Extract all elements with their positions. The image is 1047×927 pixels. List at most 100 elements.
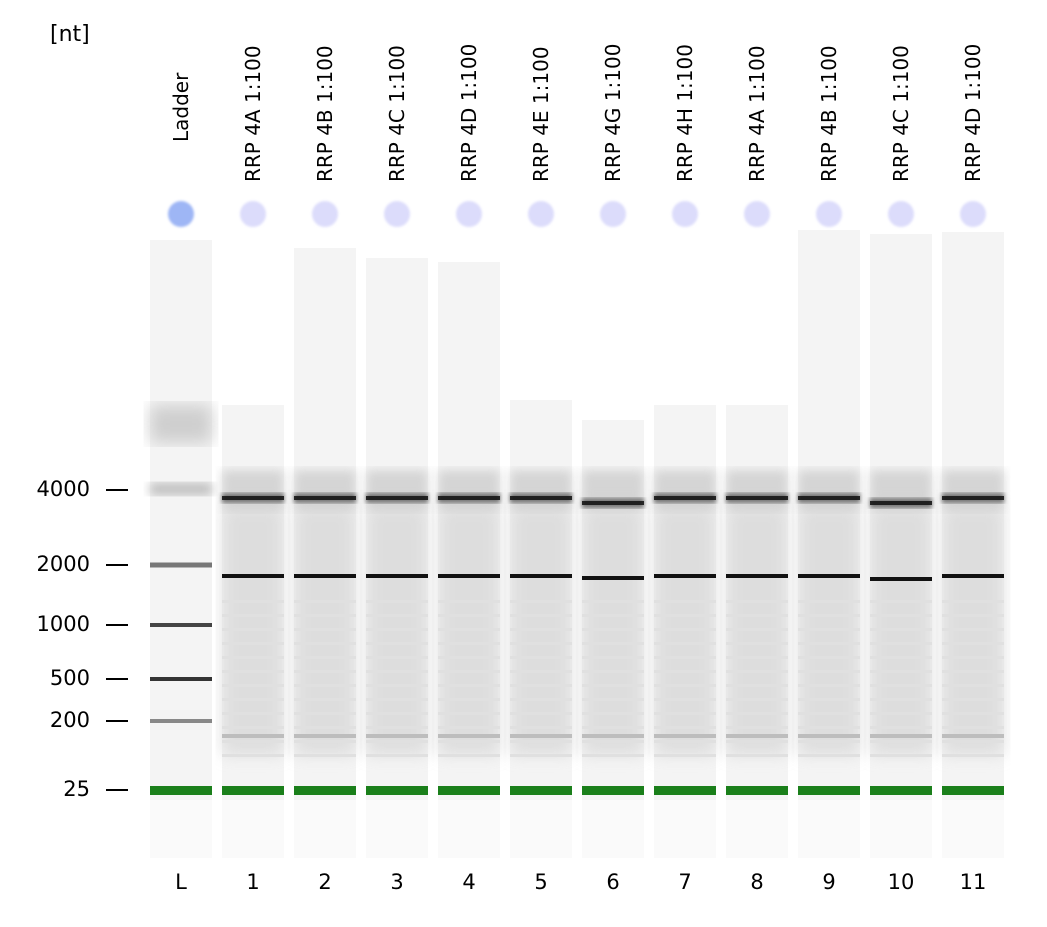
lane-striation — [654, 670, 716, 673]
lane-striation — [366, 600, 428, 603]
lower-marker-band — [366, 786, 428, 795]
ladder-band — [150, 719, 212, 723]
lane-striation — [870, 726, 932, 729]
sample-lane-label: RRP 4E 1:100 — [529, 46, 553, 182]
lane-striation — [582, 628, 644, 631]
size-marker-label: 200 — [49, 708, 90, 732]
lane-striation — [798, 670, 860, 673]
upper-band — [438, 496, 500, 500]
lane-striation — [366, 754, 428, 757]
lane-striation — [582, 656, 644, 659]
lane-number: 6 — [606, 870, 620, 894]
lane-striation — [222, 726, 284, 729]
small-band — [510, 734, 572, 738]
lane-striation — [366, 614, 428, 617]
lane-striation — [726, 712, 788, 715]
lane-striation — [726, 684, 788, 687]
lane-striation — [222, 614, 284, 617]
sample-lane — [870, 201, 932, 858]
lane-striation — [870, 670, 932, 673]
lane-number: 2 — [318, 870, 332, 894]
sample-smear — [798, 470, 860, 510]
lane-striation — [438, 698, 500, 701]
lane-striation — [654, 642, 716, 645]
lane-striation — [294, 642, 356, 645]
lane-striation — [654, 712, 716, 715]
lane-striation — [798, 726, 860, 729]
lane-striation — [366, 740, 428, 743]
lane-tail — [510, 800, 572, 858]
lane-striation — [294, 698, 356, 701]
small-band — [582, 734, 644, 738]
sample-lane — [726, 201, 788, 858]
lower-band — [438, 574, 500, 578]
lane-striation — [798, 614, 860, 617]
lane-striation — [366, 698, 428, 701]
lane-striation — [222, 754, 284, 757]
size-marker-label: 1000 — [36, 612, 90, 636]
lane-striation — [942, 740, 1004, 743]
lane-striation — [654, 614, 716, 617]
lane-striation — [582, 726, 644, 729]
lane-striation — [510, 726, 572, 729]
lane-striation — [366, 670, 428, 673]
lane-striation — [798, 656, 860, 659]
lane-striation — [726, 600, 788, 603]
lane-tail — [222, 800, 284, 858]
ladder-smear — [150, 483, 212, 495]
sample-lane-label: RRP 4C 1:100 — [385, 45, 409, 182]
lane-striation — [870, 600, 932, 603]
lane-tail — [438, 800, 500, 858]
lower-marker-band — [582, 786, 644, 795]
lane-striation — [222, 712, 284, 715]
sample-lane-label: RRP 4D 1:100 — [961, 43, 985, 182]
lane-striation — [582, 614, 644, 617]
lane-striation — [222, 642, 284, 645]
lane-striation — [294, 740, 356, 743]
lane-striation — [942, 628, 1004, 631]
sample-lane-label: RRP 4D 1:100 — [457, 43, 481, 182]
lane-striation — [726, 698, 788, 701]
lane-striation — [654, 698, 716, 701]
sample-smear — [942, 470, 1004, 510]
sample-well-dot — [528, 201, 554, 227]
sample-well-dot — [744, 201, 770, 227]
sample-smear — [294, 470, 356, 510]
sample-well-dot — [240, 201, 266, 227]
lane-striation — [294, 600, 356, 603]
upper-band — [942, 496, 1004, 500]
upper-band — [294, 496, 356, 500]
lane-striation — [222, 600, 284, 603]
lane-striation — [870, 754, 932, 757]
ladder-band — [150, 677, 212, 681]
lower-marker-band — [222, 786, 284, 795]
lane-striation — [366, 684, 428, 687]
sample-lane — [222, 201, 284, 858]
lane-striation — [438, 628, 500, 631]
lane-striation — [582, 684, 644, 687]
sample-well-dot — [816, 201, 842, 227]
upper-band — [510, 496, 572, 500]
lane-tail — [870, 800, 932, 858]
lane-striation — [510, 642, 572, 645]
sample-well-dot — [888, 201, 914, 227]
lane-number: 11 — [959, 870, 987, 894]
lane-striation — [726, 614, 788, 617]
ladder-well-dot — [168, 201, 194, 227]
lane-tail — [150, 800, 212, 858]
size-marker-label: 25 — [63, 777, 90, 801]
sample-lane — [366, 201, 428, 858]
lane-number: 8 — [750, 870, 764, 894]
lane-striation — [366, 642, 428, 645]
lane-striation — [294, 712, 356, 715]
lane-striation — [798, 600, 860, 603]
small-band — [798, 734, 860, 738]
lane-number: 3 — [390, 870, 404, 894]
lane-striation — [870, 684, 932, 687]
lane-striation — [798, 684, 860, 687]
lower-band — [798, 574, 860, 578]
lane-striation — [294, 628, 356, 631]
lane-striation — [366, 628, 428, 631]
lower-marker-band — [654, 786, 716, 795]
